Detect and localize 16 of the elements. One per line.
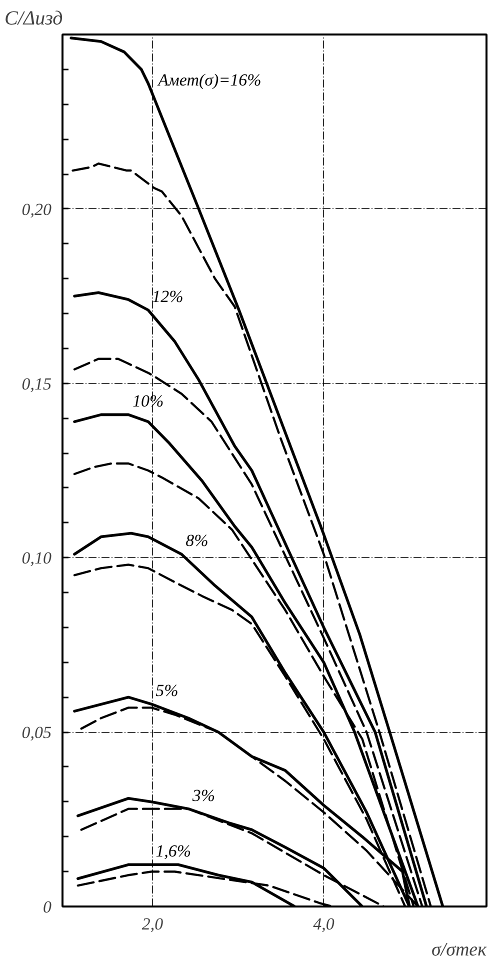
x-tick-label: 4,0 [313,914,335,934]
x-axis-title: σ/σтек [431,940,488,960]
y-tick-label: 0,20 [22,200,52,219]
y-tick-label: 0 [43,898,52,916]
series-label: 5% [156,681,178,700]
series-label: 3% [191,786,216,805]
series-label: Aмет(σ)=16% [157,70,262,90]
y-axis-title: C/Δизд [4,8,63,30]
series-label: 12% [152,287,184,306]
y-tick-label: 0,15 [22,374,52,394]
series-label: 1,6% [156,842,192,861]
y-tick-label: 0,10 [22,548,52,568]
y-tick-label: 0,05 [22,723,52,742]
series-label: 8% [186,531,208,550]
series-label: 10% [132,392,164,411]
x-tick-label: 2,0 [142,914,164,934]
